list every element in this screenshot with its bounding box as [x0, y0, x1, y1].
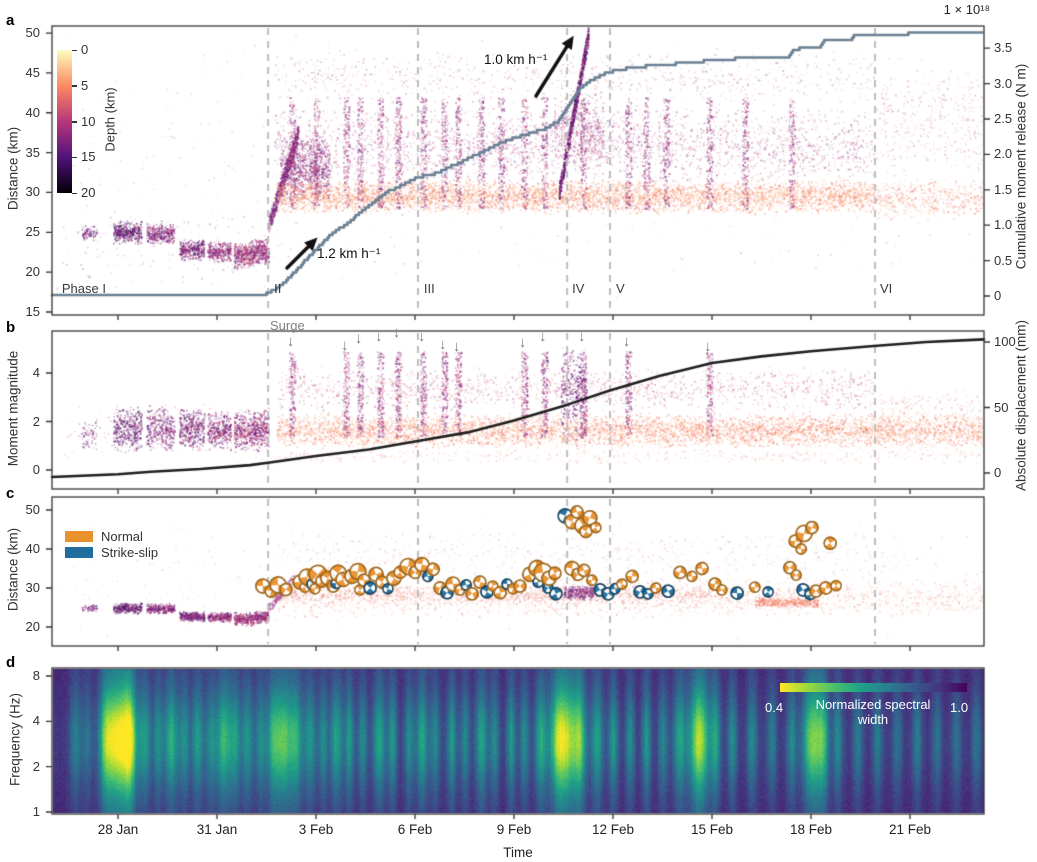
panel-b-right-ytick: 100	[994, 334, 1016, 349]
depth-colorbar-tick-label: 15	[81, 149, 96, 165]
depth-colorbar-tick-label: 10	[81, 113, 96, 129]
panel-a-ytick: 40	[25, 104, 40, 120]
depth-colorbar-tick-label: 20	[81, 185, 96, 200]
surge-arrow-icon: ↓	[622, 333, 631, 350]
surge-arrow-icon: ↓	[354, 330, 363, 347]
depth-colorbar-tick	[72, 85, 77, 87]
depth-colorbar-title: Depth (km)	[102, 87, 118, 152]
panel-d-ytick: 2	[32, 758, 40, 774]
surge-arrow-icon: ↓	[704, 338, 712, 355]
depth-colorbar-tick	[72, 121, 77, 123]
panel-b-scatter-canvas	[36, 317, 1000, 505]
velocity-label-1: 1.2 km h⁻¹	[317, 246, 381, 261]
panel-a-right-ytick: 3.5	[994, 40, 1013, 56]
phase-label: Phase I	[61, 281, 106, 296]
x-date-label: 9 Feb	[496, 822, 532, 837]
panel-c-ytick: 20	[25, 619, 40, 634]
panel-b-right-ylabel: Absolute displacement (mm)	[1013, 319, 1029, 492]
mechanism-legend: Normal Strike-slip	[65, 528, 158, 560]
panel-d-ytick: 4	[32, 713, 40, 729]
panel-c-letter: c	[6, 485, 15, 502]
panel-c-ytick: 40	[25, 541, 40, 556]
panel-b-right-ytick: 0	[994, 465, 1002, 480]
phase-label: IV	[572, 281, 585, 296]
legend-item-strike-slip: Strike-slip	[65, 544, 158, 560]
panel-d-ytick: 8	[32, 668, 40, 683]
surge-arrow-icon: ↓	[417, 328, 426, 345]
surge-arrow-icon: ↓	[539, 328, 547, 345]
panel-a-right-ytick: 0	[994, 288, 1002, 303]
spectral-colorbar-max: 1.0	[950, 700, 969, 715]
panel-b-ytick: 2	[32, 413, 40, 429]
x-date-label: 3 Feb	[298, 822, 334, 837]
panel-d-spectrogram-canvas	[36, 654, 1000, 830]
panel-a-letter: a	[6, 12, 15, 29]
panel-c-mechanisms-canvas	[36, 483, 1000, 662]
panel-a-right-ylabel: Cumulative moment release (N m)	[1013, 63, 1029, 270]
panel-a-right-ytick: 2.5	[994, 111, 1013, 126]
panel-b-letter: b	[6, 319, 16, 336]
surge-arrow-icon: ↓	[392, 324, 401, 341]
panel-a-right-ytick: 3.0	[994, 75, 1013, 91]
panel-b-ytick: 0	[32, 462, 40, 477]
legend-item-normal: Normal	[65, 528, 158, 544]
surge-arrow-icon: ↓	[518, 334, 527, 351]
surge-arrow-icon: ↓	[577, 328, 586, 345]
surge-arrow-icon: ↓	[341, 337, 349, 354]
phase-label: VI	[879, 281, 893, 296]
panel-a-ytick: 50	[25, 25, 40, 41]
depth-colorbar-tick-label: 5	[81, 77, 89, 93]
panel-a-ytick: 20	[25, 264, 40, 280]
panel-a-ytick: 25	[25, 224, 40, 240]
panel-d-letter: d	[6, 654, 16, 671]
panel-c-ytick: 30	[25, 580, 40, 595]
x-date-label: 18 Feb	[789, 822, 833, 837]
x-date-label: 31 Jan	[196, 822, 238, 837]
x-date-label: 15 Feb	[690, 822, 734, 837]
panel-a-ytick: 35	[25, 144, 40, 160]
x-date-label: 28 Jan	[97, 822, 139, 837]
surge-arrow-icon: ↓	[286, 333, 295, 350]
x-date-label: 6 Feb	[397, 822, 433, 837]
panel-c-ytick: 50	[25, 502, 40, 517]
spectral-colorbar-min: 0.4	[765, 700, 784, 715]
depth-colorbar-tick	[72, 49, 77, 51]
x-axis-title: Time	[503, 845, 533, 860]
legend-label-normal: Normal	[101, 528, 143, 544]
panel-a-right-ytick: 1.0	[994, 217, 1013, 233]
panel-a-right-ytick: 2.0	[994, 146, 1013, 162]
depth-colorbar-tick	[72, 192, 77, 194]
depth-colorbar	[57, 50, 72, 193]
depth-colorbar-tick	[72, 156, 77, 159]
spectral-width-colorbar	[780, 683, 967, 692]
panel-d-ytick: 1	[32, 804, 40, 819]
phase-label: V	[615, 281, 625, 296]
panel-a-scatter-canvas	[36, 12, 1000, 331]
panel-a-ytick: 30	[25, 184, 40, 200]
normal-swatch	[65, 530, 93, 542]
panel-b-ytick: 4	[32, 365, 40, 380]
velocity-label-2: 1.0 km h⁻¹	[484, 52, 548, 67]
surge-arrow-icon: ↓	[452, 338, 461, 355]
panel-a-ytick: 45	[25, 64, 40, 80]
panel-a-right-ytick: 1.5	[994, 181, 1013, 197]
x-date-label: 21 Feb	[888, 822, 932, 837]
legend-label-strike-slip: Strike-slip	[101, 544, 159, 560]
strike-slip-swatch	[65, 546, 93, 558]
panel-b-right-ytick: 50	[994, 399, 1009, 415]
panel-a-right-ytick: 0.5	[994, 252, 1013, 268]
phase-label: III	[423, 281, 435, 296]
phase-label: II	[274, 281, 282, 296]
depth-colorbar-tick-label: 0	[81, 42, 89, 57]
surge-arrow-icon: ↓	[439, 336, 447, 353]
spectral-colorbar-title: Normalized spectral width	[815, 697, 931, 727]
x-date-label: 12 Feb	[591, 822, 635, 837]
surge-arrow-icon: ↓	[375, 328, 383, 345]
panel-d-ylabel: Frequency (Hz)	[7, 692, 23, 787]
surge-label: Surge	[270, 318, 305, 333]
moment-axis-exponent: 1 × 10¹⁸	[943, 2, 990, 17]
panel-a-ytick: 15	[25, 304, 40, 319]
